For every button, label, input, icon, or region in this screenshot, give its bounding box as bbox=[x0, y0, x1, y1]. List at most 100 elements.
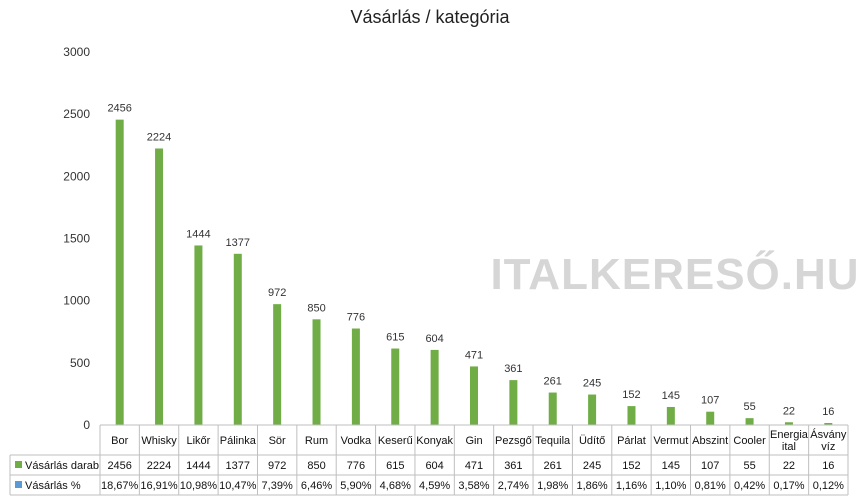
table-cell: 4,59% bbox=[419, 480, 450, 492]
bar bbox=[509, 380, 518, 425]
bar bbox=[745, 418, 754, 425]
table-cell: 0,81% bbox=[695, 480, 726, 492]
data-label: 107 bbox=[701, 395, 719, 407]
data-label: 1444 bbox=[186, 228, 210, 240]
bar bbox=[470, 366, 478, 425]
data-label: 361 bbox=[504, 363, 522, 375]
bar bbox=[155, 148, 164, 425]
data-label: 145 bbox=[662, 390, 680, 402]
data-table: Bor Whisky Likőr Pálinka Sör Rum Vodka Keserű Ko… bbox=[9, 424, 849, 496]
data-label: 55 bbox=[743, 401, 755, 413]
bar bbox=[784, 422, 793, 425]
data-labels: 2456 2224 1444 1377 972 850 776 615 604 471 361 261… bbox=[107, 103, 834, 418]
table-cell: 7,39% bbox=[262, 480, 293, 492]
bar bbox=[115, 119, 124, 426]
category-label: Abszint bbox=[692, 435, 728, 447]
category-label: Energia bbox=[770, 429, 809, 441]
category-label: Bor bbox=[111, 435, 128, 447]
table-cell: 604 bbox=[425, 460, 443, 472]
table-cell: 850 bbox=[307, 460, 325, 472]
table-cell: 261 bbox=[544, 460, 562, 472]
table-cell: 18,67% bbox=[101, 480, 139, 492]
data-label: 972 bbox=[268, 287, 286, 299]
data-label: 261 bbox=[544, 376, 562, 388]
category-label: Tequila bbox=[535, 435, 571, 447]
y-tick-label: 500 bbox=[70, 356, 90, 370]
category-label: Whisky bbox=[141, 435, 177, 447]
table-cell: 776 bbox=[347, 460, 365, 472]
y-tick-label: 3000 bbox=[63, 45, 90, 59]
table-cell: 10,98% bbox=[180, 480, 218, 492]
category-label: Konyak bbox=[416, 435, 453, 447]
y-axis: 0 500 1000 1500 2000 2500 3000 bbox=[63, 45, 90, 432]
bar bbox=[627, 406, 636, 425]
table-cell: 2456 bbox=[107, 460, 131, 472]
table-cell: 16,91% bbox=[140, 480, 178, 492]
category-label: Vodka bbox=[341, 435, 372, 447]
bars bbox=[115, 119, 833, 426]
table-cell: 3,58% bbox=[458, 480, 489, 492]
y-tick-label: 2000 bbox=[63, 169, 90, 183]
table-cell: 2224 bbox=[147, 460, 171, 472]
bar bbox=[391, 348, 400, 425]
bar bbox=[233, 253, 242, 425]
bar bbox=[666, 406, 675, 425]
category-label: Vermut bbox=[653, 435, 688, 447]
table-cell: 0,12% bbox=[813, 480, 844, 492]
category-label: Likőr bbox=[186, 435, 210, 447]
category-label: Gin bbox=[465, 435, 482, 447]
table-cell: 1,98% bbox=[537, 480, 568, 492]
category-label: Párlat bbox=[617, 435, 646, 447]
bar bbox=[430, 349, 439, 425]
category-label: Cooler bbox=[733, 435, 766, 447]
table-cell: 152 bbox=[622, 460, 640, 472]
category-label: Pezsgő bbox=[495, 435, 532, 447]
table-cell: 107 bbox=[701, 460, 719, 472]
y-tick-label: 1500 bbox=[63, 232, 90, 246]
table-cell: 2,74% bbox=[498, 480, 529, 492]
bar bbox=[588, 394, 597, 425]
table-cell: 145 bbox=[662, 460, 680, 472]
series-name: Vásárlás darab bbox=[25, 460, 99, 472]
table-cell: 245 bbox=[583, 460, 601, 472]
data-label: 1377 bbox=[226, 237, 250, 249]
category-label: Keserű bbox=[378, 435, 413, 447]
table-cell: 615 bbox=[386, 460, 404, 472]
data-label: 152 bbox=[622, 389, 640, 401]
table-cell: 1,16% bbox=[616, 480, 647, 492]
data-label: 2456 bbox=[107, 103, 131, 115]
category-label: Ásvány bbox=[810, 428, 847, 441]
y-tick-label: 0 bbox=[83, 418, 90, 432]
table-cell: 972 bbox=[268, 460, 286, 472]
category-label: víz bbox=[821, 441, 835, 453]
table-cell: 55 bbox=[743, 460, 755, 472]
bar bbox=[824, 423, 833, 425]
legend-key bbox=[15, 461, 22, 468]
data-label: 22 bbox=[783, 405, 795, 417]
y-tick-label: 2500 bbox=[63, 107, 90, 121]
data-label: 615 bbox=[386, 332, 404, 344]
category-label: Rum bbox=[305, 435, 328, 447]
data-label: 245 bbox=[583, 378, 601, 390]
chart-title: Vásárlás / kategória bbox=[350, 7, 510, 27]
table-cell: 22 bbox=[783, 460, 795, 472]
data-label: 850 bbox=[307, 302, 325, 314]
category-label: Pálinka bbox=[220, 435, 257, 447]
table-cell: 1,10% bbox=[655, 480, 686, 492]
bar bbox=[351, 328, 360, 425]
table-cell: 10,47% bbox=[219, 480, 257, 492]
table-cell: 1377 bbox=[226, 460, 250, 472]
bar bbox=[706, 411, 715, 425]
data-label: 2224 bbox=[147, 131, 171, 143]
series-name: Vásárlás % bbox=[25, 480, 81, 492]
table-cell: 0,17% bbox=[773, 480, 804, 492]
category-label: ital bbox=[782, 441, 796, 453]
bar bbox=[273, 304, 282, 425]
y-tick-label: 1000 bbox=[63, 294, 90, 308]
table-cell: 16 bbox=[822, 460, 834, 472]
table-cell: 1444 bbox=[186, 460, 210, 472]
data-label: 471 bbox=[465, 349, 483, 361]
legend-key bbox=[15, 481, 22, 488]
